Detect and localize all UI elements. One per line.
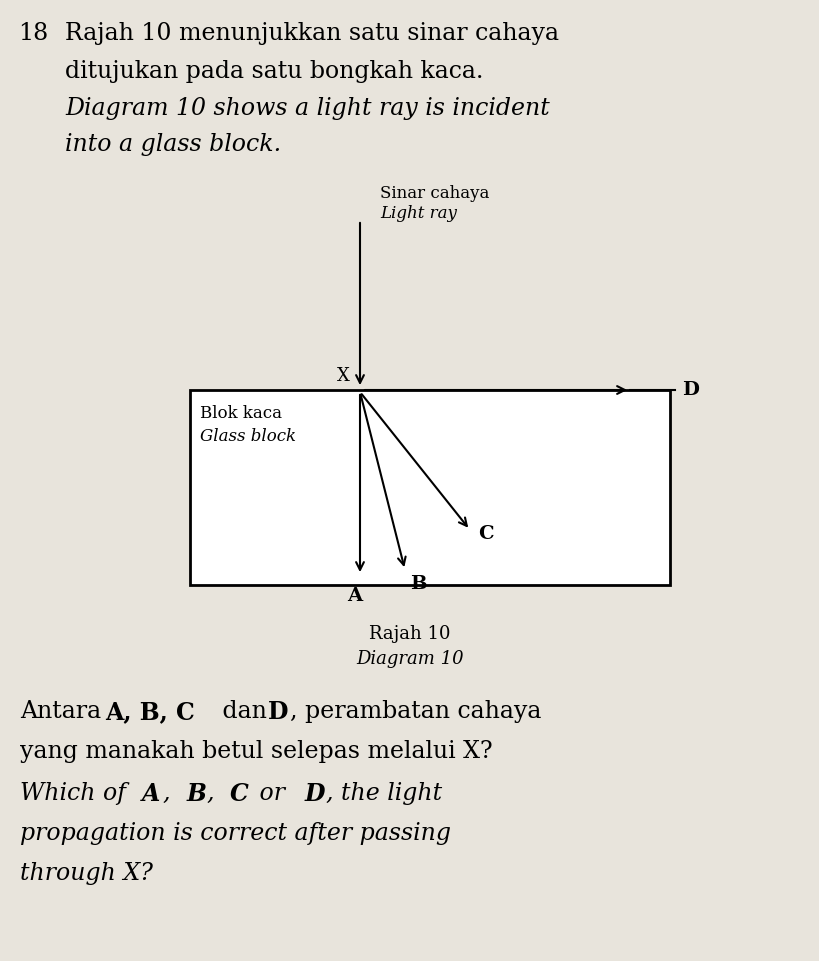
Text: C: C — [477, 525, 493, 543]
Text: through X?: through X? — [20, 862, 152, 885]
Text: Antara: Antara — [20, 700, 108, 723]
Text: B: B — [187, 782, 206, 806]
Text: Rajah 10 menunjukkan satu sinar cahaya: Rajah 10 menunjukkan satu sinar cahaya — [65, 22, 559, 45]
Bar — [190, 390, 669, 585]
Text: X: X — [337, 367, 350, 385]
Text: B: B — [410, 575, 426, 593]
Text: ditujukan pada satu bongkah kaca.: ditujukan pada satu bongkah kaca. — [65, 60, 483, 83]
Text: D: D — [681, 381, 698, 399]
Text: propagation is correct after passing: propagation is correct after passing — [20, 822, 450, 845]
Text: Light ray: Light ray — [379, 205, 456, 222]
Text: yang manakah betul selepas melalui X?: yang manakah betul selepas melalui X? — [20, 740, 492, 763]
Text: Which of: Which of — [20, 782, 133, 805]
Text: C: C — [229, 782, 248, 806]
Text: , the light: , the light — [326, 782, 441, 805]
Text: Rajah 10: Rajah 10 — [369, 625, 450, 643]
Text: , perambatan cahaya: , perambatan cahaya — [290, 700, 541, 723]
Text: Diagram 10 shows a light ray is incident: Diagram 10 shows a light ray is incident — [65, 97, 549, 120]
Text: D: D — [268, 700, 288, 724]
Text: Sinar cahaya: Sinar cahaya — [379, 185, 489, 202]
Text: ,: , — [163, 782, 178, 805]
Text: 18: 18 — [18, 22, 48, 45]
Text: Diagram 10: Diagram 10 — [355, 650, 464, 668]
Text: A: A — [142, 782, 161, 806]
Text: D: D — [305, 782, 325, 806]
Text: Blok kaca: Blok kaca — [200, 405, 282, 422]
Text: Glass block: Glass block — [200, 428, 296, 445]
Text: A, B, C: A, B, C — [105, 700, 195, 724]
Text: or: or — [251, 782, 292, 805]
Text: into a glass block.: into a glass block. — [65, 133, 281, 156]
Text: A: A — [347, 587, 362, 605]
Text: ,: , — [206, 782, 222, 805]
Text: dan: dan — [215, 700, 274, 723]
